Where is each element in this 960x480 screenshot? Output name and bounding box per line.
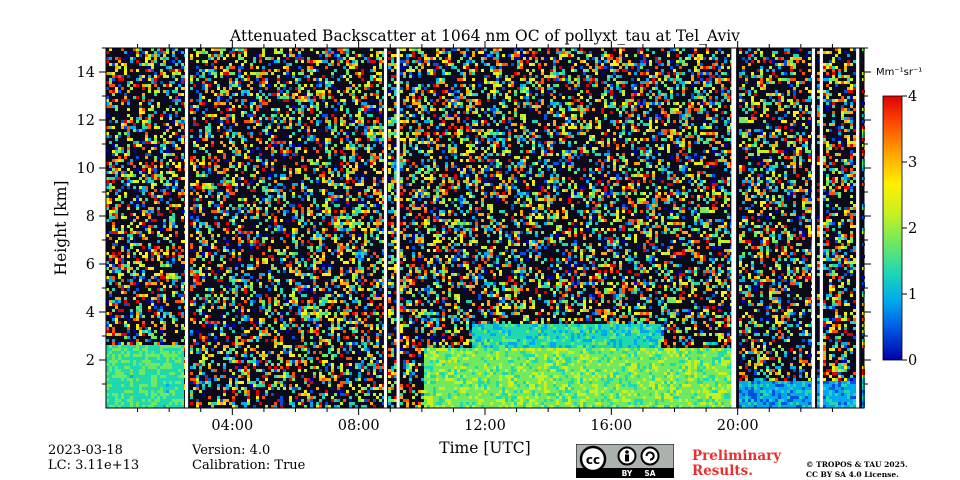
plot-area — [105, 47, 865, 409]
colorbar-unit: Mm⁻¹sr⁻¹ — [876, 67, 922, 78]
y-tick-label: 6 — [86, 257, 95, 273]
x-axis-label: Time [UTC] — [439, 439, 530, 457]
footer-calibration: Calibration: True — [192, 458, 306, 473]
x-tick-label: 16:00 — [590, 418, 632, 434]
cc-by-sa-logo: cc BY SA — [576, 444, 674, 478]
y-tick-label: 14 — [77, 65, 95, 81]
footer-version: Version: 4.0 — [192, 443, 271, 458]
y-axis-label: Height [km] — [52, 181, 70, 276]
footer-lc: LC: 3.11e+13 — [48, 458, 140, 473]
y-tick-label: 12 — [77, 113, 95, 129]
y-tick-label: 8 — [86, 209, 95, 225]
data-gap-4 — [811, 48, 816, 408]
x-tick-label: 12:00 — [464, 418, 506, 434]
colorbar-fill — [882, 95, 903, 361]
data-gap-3 — [731, 48, 737, 408]
data-gap-5 — [819, 48, 823, 408]
heatmap-cells — [106, 48, 865, 408]
copyright-line1: © TROPOS & TAU 2025. — [806, 460, 908, 469]
colorbar: Mm⁻¹sr⁻¹ 0 1 2 3 4 — [876, 67, 922, 369]
copyright-line2: CC BY SA 4.0 License. — [806, 470, 899, 479]
y-tick-label: 4 — [86, 305, 95, 321]
x-axis: 04:00 08:00 12:00 16:00 20:00 — [137, 41, 833, 434]
x-tick-label: 08:00 — [338, 418, 380, 434]
colorbar-tick-label: 0 — [908, 353, 917, 369]
colorbar-tick-label: 3 — [908, 155, 917, 171]
chart-title: Attenuated Backscatter at 1064 nm OC of … — [229, 27, 740, 45]
x-tick-label: 20:00 — [717, 418, 759, 434]
colorbar-tick-label: 1 — [908, 287, 917, 303]
y-tick-label: 10 — [77, 161, 95, 177]
preliminary-line2: Results. — [692, 463, 753, 479]
data-gap-0 — [184, 48, 189, 408]
colorbar-tick-label: 2 — [908, 221, 917, 237]
preliminary-line1: Preliminary — [692, 448, 782, 464]
license-by-label: BY — [622, 469, 633, 478]
x-tick-label: 04:00 — [211, 418, 253, 434]
y-axis: 2 4 6 8 10 12 14 — [77, 47, 871, 385]
data-gap-1 — [383, 48, 388, 408]
colorbar-tick-label: 4 — [908, 89, 917, 105]
y-tick-label: 2 — [86, 353, 95, 369]
footer-date: 2023-03-18 — [48, 443, 123, 458]
data-gap-6 — [856, 48, 860, 408]
data-gap-2 — [396, 48, 400, 408]
license-sa-label: SA — [644, 469, 655, 478]
colorbar-ticks: 0 1 2 3 4 — [902, 89, 917, 369]
data-gaps — [184, 48, 860, 408]
